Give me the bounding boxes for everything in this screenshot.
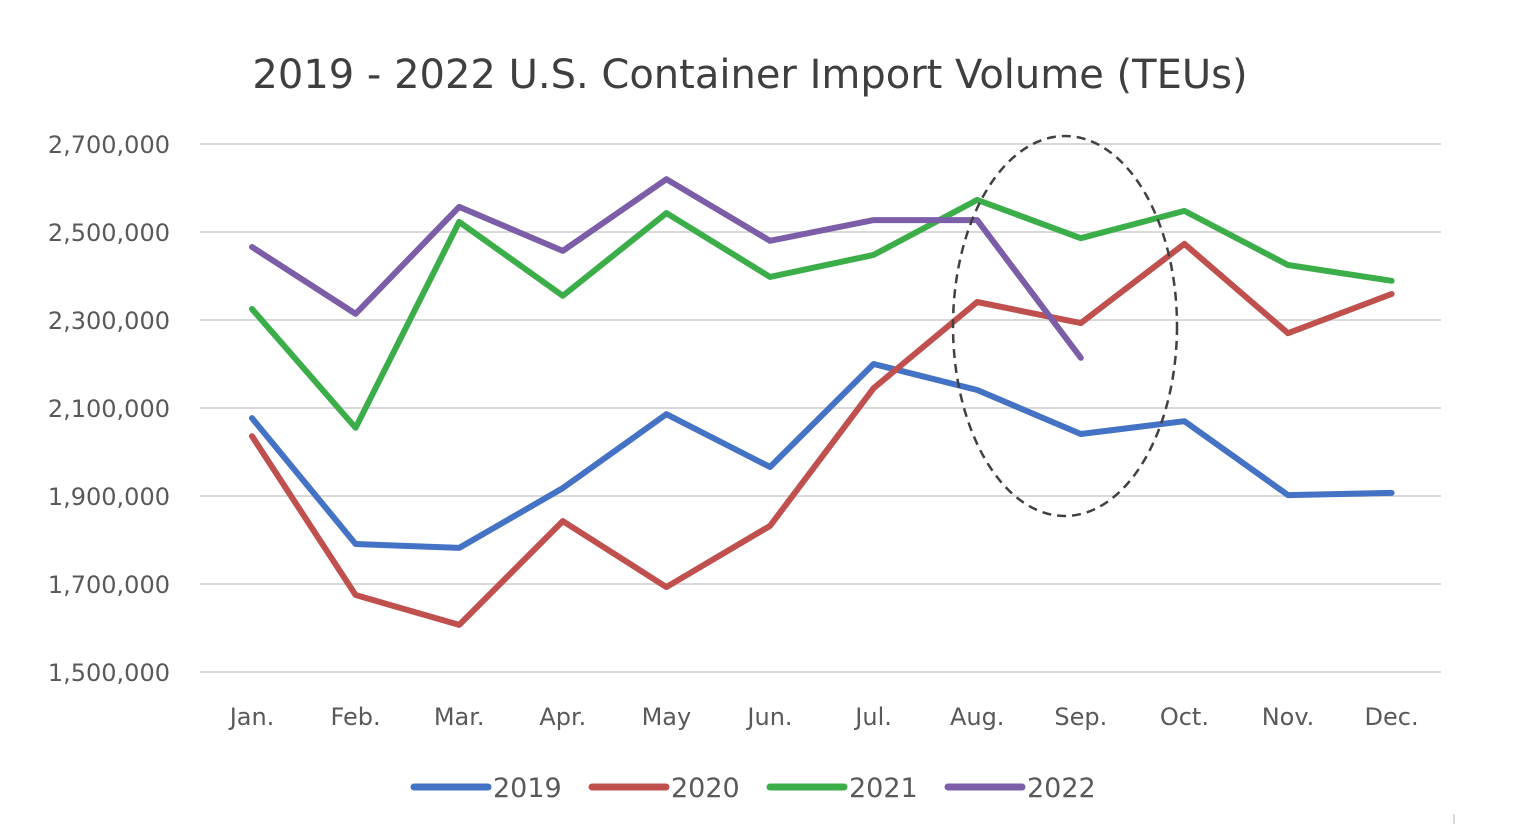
y-tick-label: 2,500,000 xyxy=(48,219,170,247)
x-tick-label: Jan. xyxy=(228,703,275,731)
x-tick-label: Mar. xyxy=(434,703,485,731)
x-tick-label: Aug. xyxy=(950,703,1005,731)
gridlines xyxy=(200,143,1441,673)
series-line-2019 xyxy=(249,361,1395,551)
x-tick-label: Jun. xyxy=(745,703,792,731)
x-tick-label: Jul. xyxy=(853,703,892,731)
y-tick-label: 2,300,000 xyxy=(48,307,170,335)
x-axis-tick-labels: Jan. Feb. Mar. Apr. May Jun. Jul. Aug. Sep. Oct. N… xyxy=(228,703,1419,731)
y-tick-label: 2,100,000 xyxy=(48,395,170,423)
y-axis-tick-labels: 1,500,000 1,700,000 1,900,000 2,100,000 2,30… xyxy=(48,131,170,687)
x-tick-label: Nov. xyxy=(1262,703,1315,731)
legend-item-2021: 2021 xyxy=(766,773,918,804)
x-tick-label: Apr. xyxy=(539,703,586,731)
series-line-2021 xyxy=(249,196,1395,431)
legend-label: 2020 xyxy=(671,773,740,804)
chart-title: 2019 - 2022 U.S. Container Import Volume… xyxy=(252,52,1247,98)
x-tick-label: Dec. xyxy=(1365,703,1419,731)
x-tick-label: Sep. xyxy=(1054,703,1107,731)
legend: 2019 2020 2021 2022 xyxy=(410,773,1096,804)
highlight-ellipse-annotation xyxy=(951,134,1179,518)
series-line-2022 xyxy=(249,176,1084,361)
y-tick-label: 2,700,000 xyxy=(48,131,170,159)
legend-label: 2022 xyxy=(1027,773,1096,804)
legend-label: 2019 xyxy=(493,773,562,804)
y-tick-label: 1,700,000 xyxy=(48,571,170,599)
legend-item-2019: 2019 xyxy=(410,773,562,804)
x-tick-label: Feb. xyxy=(331,703,381,731)
x-tick-label: Oct. xyxy=(1160,703,1209,731)
legend-item-2020: 2020 xyxy=(588,773,740,804)
series-lines xyxy=(249,176,1395,628)
legend-label: 2021 xyxy=(849,773,918,804)
y-tick-label: 1,500,000 xyxy=(48,659,170,687)
y-tick-label: 1,900,000 xyxy=(48,483,170,511)
legend-item-2022: 2022 xyxy=(944,773,1096,804)
series-line-2020 xyxy=(249,240,1395,628)
x-tick-label: May xyxy=(642,703,692,731)
